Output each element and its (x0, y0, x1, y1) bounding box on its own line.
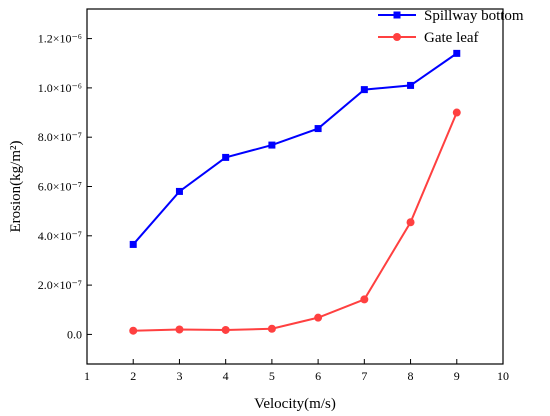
data-point (360, 86, 368, 94)
series-line (132, 52, 458, 246)
legend-label: Spillway bottom (424, 8, 524, 24)
series-line (133, 112, 458, 332)
y-tick-label: 0.0 (67, 327, 82, 341)
y-tick-label: 1.2×10⁻⁶ (38, 32, 82, 46)
data-point (267, 324, 276, 333)
y-tick-label: 6.0×10⁻⁷ (38, 180, 82, 194)
y-tick-label: 4.0×10⁻⁷ (38, 229, 82, 243)
data-point (129, 240, 137, 248)
x-tick-label: 10 (497, 369, 509, 383)
y-tick-label: 2.0×10⁻⁷ (38, 278, 82, 292)
data-point (453, 49, 461, 57)
x-tick-label: 7 (361, 369, 367, 383)
y-tick-label: 8.0×10⁻⁷ (38, 130, 82, 144)
data-point (407, 81, 415, 89)
y-axis-title: Erosion(kg/m²) (8, 141, 24, 233)
data-point (452, 108, 461, 117)
data-point (129, 326, 138, 335)
legend-item: Spillway bottom (378, 8, 524, 24)
x-tick-label: 8 (408, 369, 414, 383)
series-gate-leaf (129, 108, 461, 335)
x-tick-label: 1 (84, 369, 90, 383)
data-point (175, 187, 183, 195)
legend-label: Gate leaf (424, 30, 479, 46)
axes (86, 8, 504, 365)
data-point (222, 153, 230, 161)
data-point (360, 295, 369, 304)
x-tick-label: 5 (269, 369, 275, 383)
data-point (268, 141, 276, 149)
x-tick-label: 3 (176, 369, 182, 383)
data-point (314, 125, 322, 133)
data-point (406, 218, 415, 227)
legend-marker (393, 11, 401, 19)
x-tick-label: 9 (454, 369, 460, 383)
x-axis-ticks: 1 2 3 4 5 6 7 8 9 10 (84, 359, 509, 383)
series-spillway-bottom (129, 49, 461, 248)
y-axis-ticks: 0.0 2.0×10⁻⁷ 4.0×10⁻⁷ 6.0×10⁻⁷ 8.0×10⁻⁷ 1.0×1… (38, 32, 92, 341)
data-point (314, 313, 323, 322)
legend-marker (393, 33, 401, 41)
x-axis-title: Velocity(m/s) (254, 396, 336, 412)
x-tick-label: 6 (315, 369, 321, 383)
series-layer (129, 49, 461, 335)
legend: Spillway bottom Gate leaf (378, 8, 524, 46)
data-point (221, 325, 230, 334)
x-tick-label: 2 (130, 369, 136, 383)
x-tick-label: 4 (223, 369, 229, 383)
y-tick-label: 1.0×10⁻⁶ (38, 81, 82, 95)
plot-frame (86, 8, 504, 365)
data-point (175, 325, 184, 334)
legend-item: Gate leaf (378, 30, 479, 46)
